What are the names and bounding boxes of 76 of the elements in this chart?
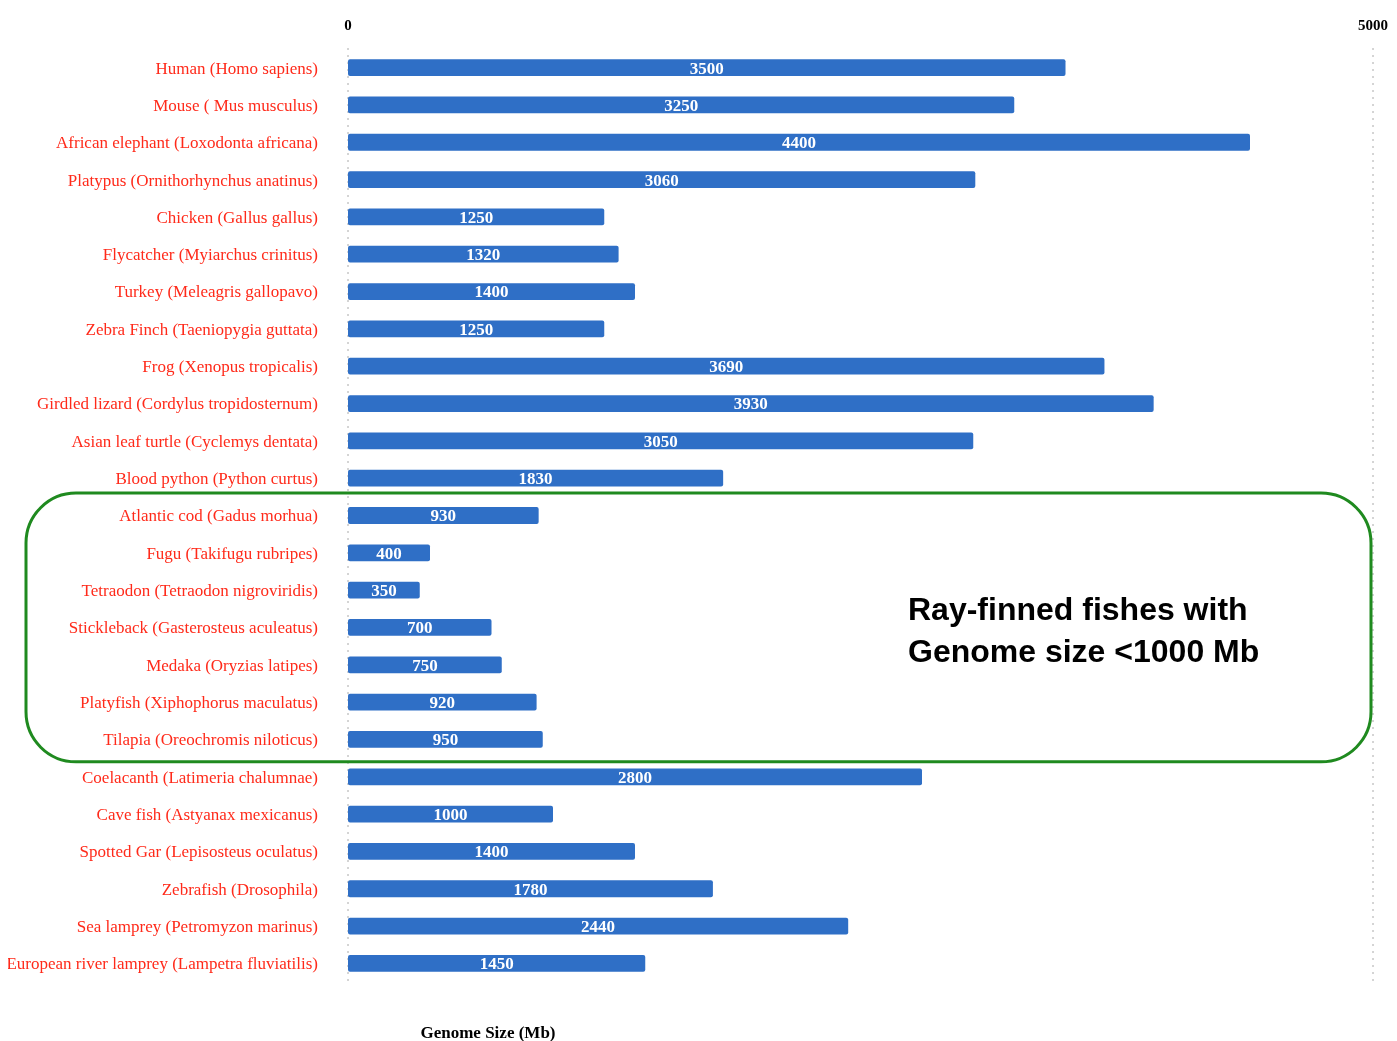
y-tick-label: Stickleback (Gasterosteus aculeatus) [68,618,318,638]
y-tick-label: Cave fish (Astyanax mexicanus) [96,805,318,825]
data-label: 1250 [459,319,494,339]
y-tick-label: Platypus (Ornithorhynchus anatinus) [67,170,318,190]
bar [348,283,635,300]
bar [348,731,543,748]
bar [348,880,713,898]
annotation: Ray-finned fishes with Genome size <1000 Mb [908,591,1260,669]
bar [348,133,1250,151]
data-label: 950 [432,730,459,750]
data-label: 2800 [618,767,652,787]
y-tick-label: Tilapia (Oreochromis niloticus) [103,730,318,750]
bar [348,955,646,972]
bar [348,59,1066,76]
data-label: 1780 [513,879,548,899]
x-tick-label: 0 [344,17,352,33]
bar [348,843,635,860]
data-label: 3690 [709,357,744,377]
data-label: 400 [376,543,402,563]
data-label: 1250 [459,207,494,227]
data-label: 1000 [433,805,468,825]
y-tick-label: Chicken (Gallus gallus) [156,207,318,227]
bar [348,96,1015,114]
y-tick-label: Tetraodon (Tetraodon nigroviridis) [81,581,318,601]
y-tick-label: Atlantic cod (Gadus morhua) [119,506,318,526]
bar [348,357,1105,375]
bar [348,693,537,711]
bar [348,432,974,450]
data-label: 4400 [782,133,816,153]
data-label: 3500 [689,58,724,78]
data-label: 1830 [518,469,553,489]
bar [348,619,492,636]
y-tick-label: Zebra Finch (Taeniopygia guttata) [85,319,318,339]
y-tick-label: Fugu (Takifugu rubripes) [146,543,318,563]
bar [348,208,605,226]
data-label: 1400 [474,842,509,862]
y-tick-label: Coelacanth (Latimeria chalumnae) [82,767,318,787]
bar [348,507,539,524]
bar [348,917,849,935]
bar [348,245,619,263]
data-label: 750 [412,655,438,675]
x-tick-label: 5000 [1358,17,1388,33]
y-tick-label: Sea lamprey (Petromyzon marinus) [76,917,318,937]
y-tick-label: Zebrafish (Drosophila) [161,879,318,899]
y-tick-label: Frog (Xenopus tropicalis) [142,357,318,377]
bar [348,171,976,188]
data-label: 930 [430,506,457,526]
y-tick-label: Spotted Gar (Lepisosteus oculatus) [79,842,318,862]
y-tick-label: Flycatcher (Myiarchus crinitus) [102,245,318,265]
data-label: 3050 [643,431,678,451]
y-tick-label: Blood python (Python curtus) [115,469,318,489]
bar [348,656,502,674]
data-label: 2440 [581,917,616,937]
bar [348,805,553,823]
data-label: 3930 [733,394,768,414]
data-label: 1400 [474,282,509,302]
bar [348,469,724,487]
data-label: 1320 [466,245,501,265]
data-label: 3060 [644,170,679,190]
y-tick-label: Turkey (Meleagris gallopavo) [114,282,318,302]
bar [348,395,1154,412]
y-tick-label: African elephant (Loxodonta africana) [56,133,318,153]
data-label: 3250 [664,95,699,115]
bar [348,320,605,338]
x-axis-title: Genome Size (Mb) [420,1023,556,1041]
y-tick-label: Mouse ( Mus musculus) [153,95,318,115]
y-tick-label: Human (Homo sapiens) [155,58,318,78]
data-label: 1450 [479,954,514,974]
data-label: 350 [371,581,397,601]
y-tick-label: Asian leaf turtle (Cyclemys dentata) [71,431,318,451]
bar [348,768,922,786]
data-label: 920 [429,693,456,713]
y-tick-label: Platyfish (Xiphophorus maculatus) [80,693,318,713]
data-label: 700 [407,618,433,638]
y-tick-label: Medaka (Oryzias latipes) [146,655,318,675]
y-tick-label: Girdled lizard (Cordylus tropidosternum) [37,394,318,414]
